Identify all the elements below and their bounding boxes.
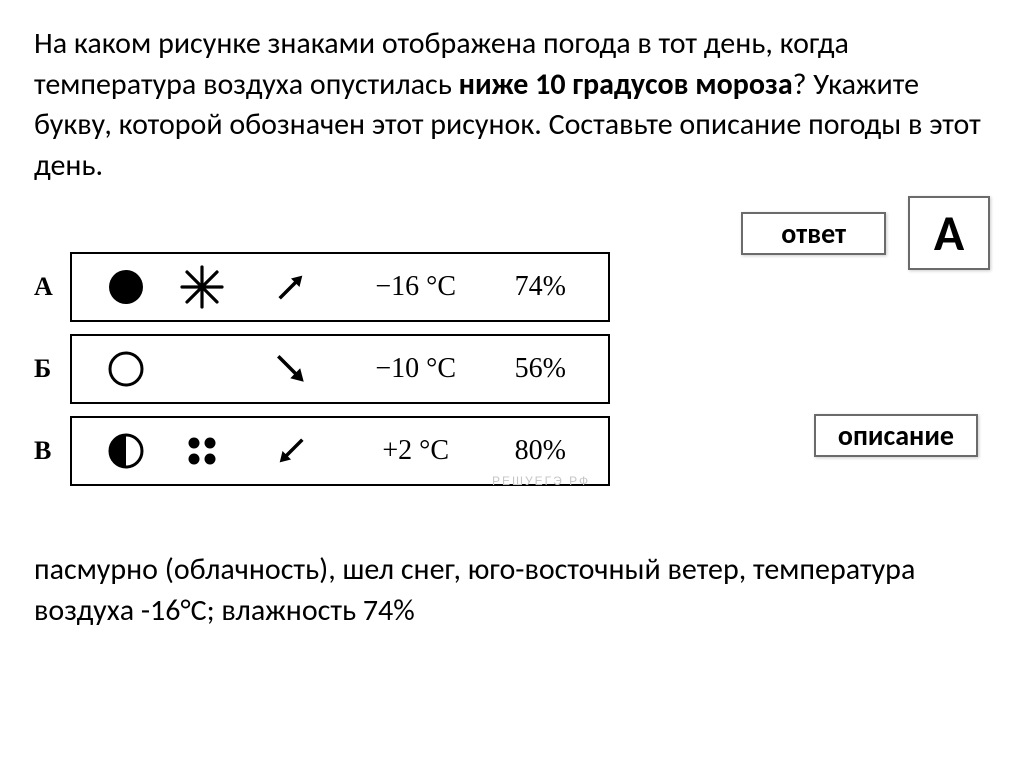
table-row: А [34,252,610,322]
question-text: На каком рисунке знаками отображена пого… [34,24,990,186]
temperature-value: −16 °C [341,271,490,303]
wind-arrow-icon [241,423,341,479]
watermark: РЕШУЕГЭ РФ [492,474,590,488]
weather-table: А [34,252,610,498]
question-bold: ниже 10 градусов мороза [459,66,793,103]
snow-icon [162,263,242,311]
row-letter: А [34,272,70,302]
cloud-icon-half [90,431,162,471]
temperature-value: +2 °C [341,435,490,467]
mid-section: ответ А А [34,196,990,546]
humidity-value: 56% [490,353,590,385]
cloud-icon-empty [90,349,162,389]
description-text: пасмурно (облачность), шел снег, юго-вос… [34,550,990,631]
wind-arrow-icon [241,259,341,315]
humidity-value: 80% [490,435,590,467]
wind-arrow-icon [241,341,341,397]
rain-icon [162,429,242,473]
answer-letter-box: А [908,196,990,270]
description-label-box: описание [814,414,978,457]
temperature-value: −10 °C [341,353,490,385]
row-letter: В [34,436,70,466]
answer-label-box: ответ [741,212,886,255]
humidity-value: 74% [490,271,590,303]
cloud-icon-full [90,267,162,307]
row-box: −16 °C 74% [70,252,610,322]
answer-row: ответ А [741,196,990,270]
table-row: Б −10 °C 56% [34,334,610,404]
row-box: −10 °C 56% [70,334,610,404]
row-letter: Б [34,354,70,384]
